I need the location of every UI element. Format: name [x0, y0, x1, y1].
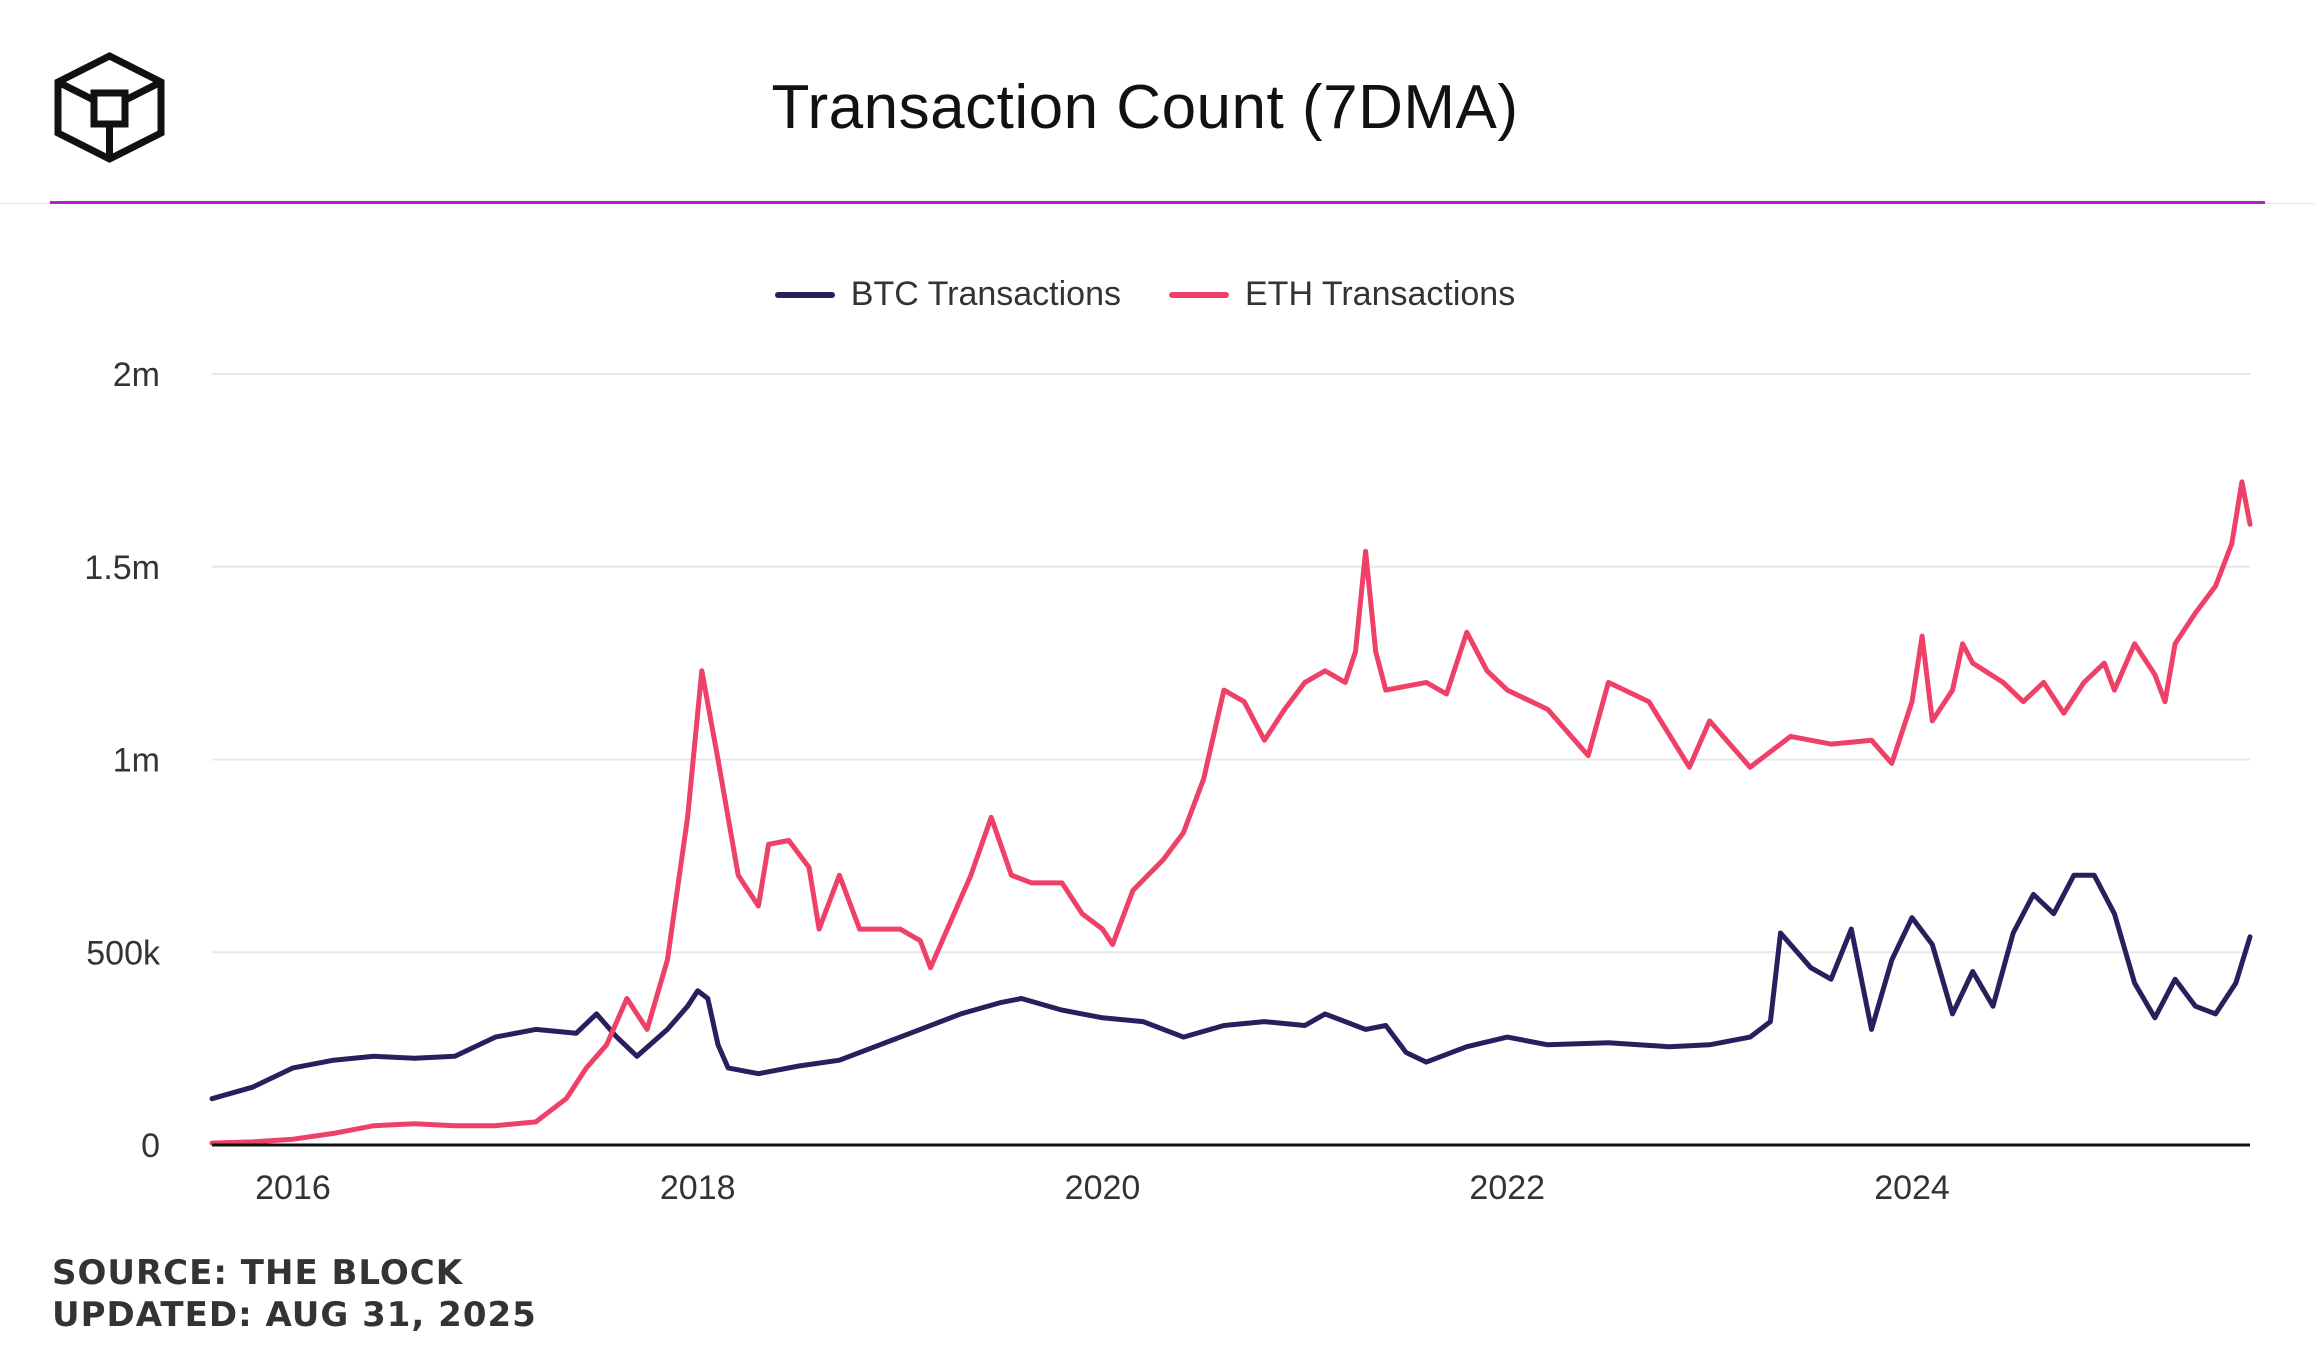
x-tick-label: 2020 — [1065, 1169, 1141, 1207]
y-tick-label: 1.5m — [84, 549, 160, 587]
x-tick-label: 2024 — [1874, 1169, 1950, 1207]
x-tick-label: 2022 — [1469, 1169, 1545, 1207]
updated-note: UPDATED: AUG 31, 2025 — [52, 1295, 537, 1335]
legend-swatch-btc — [774, 291, 835, 298]
chart-title: Transaction Count (7DMA) — [771, 73, 1519, 142]
chart-footer: SOURCE: THE BLOCK UPDATED: AUG 31, 2025 — [52, 1252, 537, 1336]
x-tick-label: 2016 — [255, 1169, 331, 1207]
line-chart: 0 500k 1m 1.5m 2m 2016 2018 2020 2022 2024 — [84, 356, 2253, 1207]
x-tick-label: 2018 — [660, 1169, 736, 1207]
btc-series-line — [209, 872, 2253, 1102]
y-tick-label: 0 — [141, 1127, 160, 1165]
accent-divider — [50, 201, 2265, 204]
chart-legend: BTC Transactions ETH Transactions — [0, 275, 2290, 314]
legend-swatch-eth — [1169, 291, 1229, 298]
legend-label-eth: ETH Transactions — [1245, 275, 1516, 313]
legend-label-btc: BTC Transactions — [850, 275, 1121, 313]
eth-series-line — [209, 479, 2253, 1146]
y-tick-label: 1m — [113, 742, 160, 780]
legend-item-btc[interactable]: BTC Transactions — [774, 275, 1121, 314]
y-tick-label: 2m — [113, 356, 160, 394]
legend-item-eth[interactable]: ETH Transactions — [1169, 275, 1515, 314]
the-block-logo-icon — [54, 52, 165, 163]
y-tick-label: 500k — [86, 934, 161, 972]
source-note: SOURCE: THE BLOCK — [52, 1253, 464, 1293]
